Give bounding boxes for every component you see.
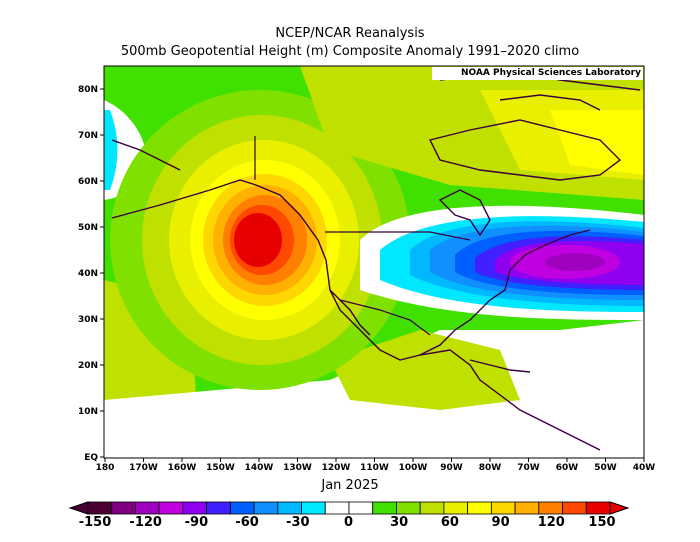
lat-tick-label: 30N [78,315,98,325]
colorbar-label: -150 [79,515,112,530]
lon-tick-label: 110W [360,463,389,473]
colorbar-cell [158,501,184,515]
lon-tick-label: 50W [594,463,617,473]
colorbar-cell [277,501,302,515]
longitude-axis: 180 170W 160W 150W 140W 130W 120W 110W 100W 90W 80… [96,458,656,473]
lat-tick-label: EQ [84,453,98,463]
colorbar-left-arrow [68,501,89,515]
lon-tick-label: 70W [517,463,540,473]
lon-tick-label: 90W [440,463,463,473]
credit-box: NOAA Physical Sciences Laboratory [432,67,643,80]
colorbar-cell [87,501,113,515]
borders [254,136,471,336]
colorbar-cell [182,501,208,515]
lat-tick-label: 60N [78,177,98,187]
colorbar-cell [562,501,587,515]
lat-tick-label: 40N [78,269,98,279]
lon-tick-label: 150W [206,463,235,473]
contour-fill-layer [104,66,644,458]
colorbar-cell [443,501,469,515]
ridge-core [234,213,282,267]
colorbar-cell [585,501,611,515]
lon-tick-label: 180 [96,463,115,473]
lon-tick-label: 100W [399,463,428,473]
colorbar-right-arrow [609,501,630,515]
title-line-1: NCEP/NCAR Reanalysis [275,26,425,41]
colorbar-label: 150 [588,515,615,530]
lat-tick-label: 10N [78,407,98,417]
colorbar-cell [372,501,397,515]
colorbar-label: -120 [129,515,162,530]
colorbar-label: 120 [538,515,565,530]
colorbar-label: -90 [185,515,209,530]
lon-tick-label: 60W [556,463,579,473]
colorbar-label: 90 [492,515,510,530]
colorbar-label: 0 [344,515,353,530]
colorbar-cell [253,501,279,515]
credit-label: NOAA Physical Sciences Laboratory [460,68,641,78]
colorbar-cell [348,501,374,515]
period-label: Jan 2025 [321,478,379,493]
latitude-axis: 80N 70N 60N 50N 40N 30N 20N 10N EQ [78,85,104,463]
colorbar-label: -30 [286,515,310,530]
colorbar-cell [111,501,136,515]
lat-tick-label: 70N [78,131,98,141]
colorbar-cell [419,501,445,515]
colorbar-label: 30 [390,515,408,530]
title-line-2: 500mb Geopotential Height (m) Composite … [120,44,580,59]
colorbar-cell [396,501,421,515]
colorbar-cell [301,501,326,515]
lon-tick-label: 170W [129,463,158,473]
colorbar-cell [206,501,231,515]
lon-tick-label: 40W [633,463,656,473]
colorbar-cell [324,501,350,515]
colorbar-label: -60 [235,515,259,530]
lat-tick-label: 20N [78,361,98,371]
lat-tick-label: 50N [78,223,98,233]
lon-tick-label: 140W [245,463,274,473]
colorbar-cell [135,501,160,515]
lon-tick-label: 160W [168,463,197,473]
colorbar-cell [467,501,492,515]
colorbar-cell [514,501,540,515]
colorbar-cell [229,501,255,515]
colorbar-label: 60 [441,515,459,530]
lon-tick-label: 80W [479,463,502,473]
lat-tick-label: 80N [78,85,98,95]
colorbar-cell [490,501,516,515]
lon-tick-label: 120W [322,463,351,473]
lon-tick-label: 130W [283,463,312,473]
colorbar-cell [538,501,563,515]
